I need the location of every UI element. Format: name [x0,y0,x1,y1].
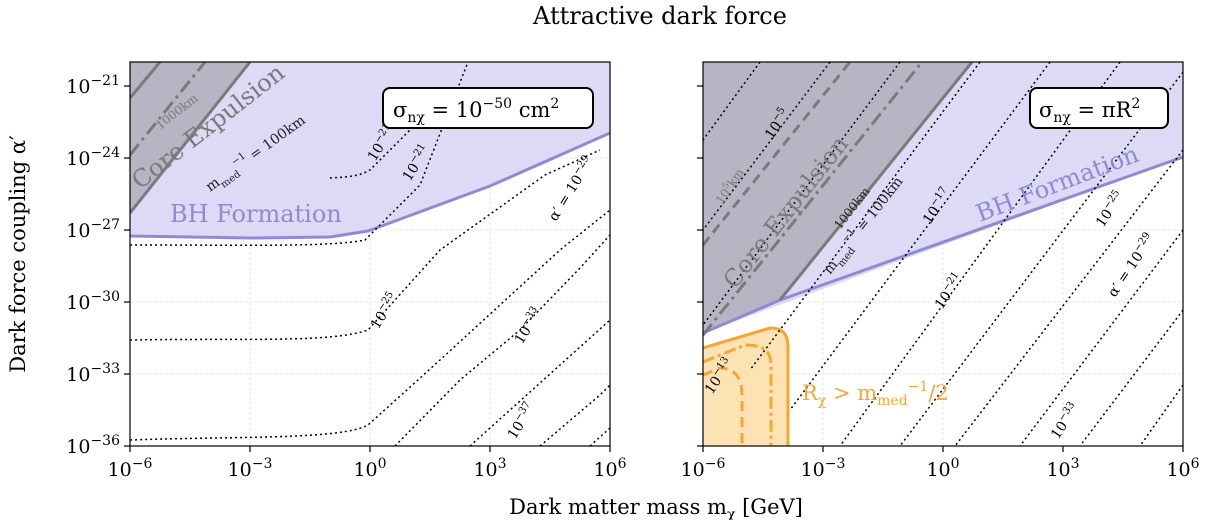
y-tick-label: 10−30 [66,289,120,314]
x-axis-label: Dark matter mass mχ [GeV] [509,495,803,520]
right-legend-box: σnχ = πR2 [1029,87,1169,129]
x-tick-label: 100 [353,456,386,481]
right-contour-6 [839,62,1121,446]
right-orange-line-solid [703,326,790,446]
left-contour-label-5: 10−33 [510,305,546,348]
x-tick-label: 100 [926,456,959,481]
y-tick-label: 10−24 [66,145,120,170]
right-contour-9 [1019,229,1183,446]
right-core-line-1000km [703,62,924,336]
right-contour-7 [899,71,1183,446]
right-contour-label-5: α′ = 10−29 [1103,230,1158,300]
right-orange-line-dashed [703,366,744,446]
left-contour-label-4: 10−25 [366,290,402,333]
right-contour-label-6: 10−33 [1046,400,1083,442]
left-contour-label-3: α′ = 10−29 [544,153,598,224]
x-tick-label: 103 [473,456,506,481]
right-contours [703,62,1183,446]
x-tick-label: 10−3 [228,456,273,481]
left-ticks: 10−6 10−3 100 103 106 10−36 10−33 10−30 10−27 10−… [66,73,626,481]
left-contour-label-6: 10−37 [503,400,539,443]
right-contour-2 [703,62,831,231]
x-tick-label: 10−6 [681,456,726,481]
right-panel: 10−5 10−17 10−25 10−21 α′ = 10−29 10−33 … [681,61,1200,481]
y-tick-label: 10−27 [66,217,120,242]
right-contour-4 [749,62,981,371]
left-bh-line [130,131,610,240]
right-core-line-1e5km [703,62,852,246]
x-tick-label: 106 [593,456,626,481]
left-bh-label: BH Formation [170,200,342,228]
right-orange-region [703,328,788,446]
right-ticks: 10−6 10−3 100 103 106 [681,85,1200,481]
y-tick-label: 10−36 [66,433,120,458]
left-core-line-upper [130,62,162,99]
x-tick-label: 103 [1046,456,1079,481]
left-core-line-1000km [130,62,207,156]
left-contour-6 [469,319,610,446]
right-contour-label-3: 10−25 [1091,188,1128,230]
y-tick-label: 10−33 [66,361,120,386]
y-axis-label: Dark force coupling α′ [6,135,30,373]
left-contour-8 [589,427,610,446]
right-core-region [703,62,972,333]
figure-title: Attractive dark force [532,2,787,30]
right-contour-10 [1079,309,1183,446]
left-contour-5 [394,234,610,446]
x-tick-label: 106 [1166,456,1199,481]
left-contour-7 [539,384,610,446]
x-tick-label: 10−3 [801,456,846,481]
left-core-line-100km [130,62,252,214]
x-tick-label: 10−6 [108,456,153,481]
left-panel: 10−21 10−21 α′ = 10−29 10−25 10−33 10−37… [66,61,627,481]
left-contour-4 [130,209,610,441]
y-tick-label: 10−21 [66,73,120,98]
left-contour-1 [329,129,411,179]
right-contour-11 [1139,384,1183,446]
left-contour-3 [130,149,601,341]
right-contour-8 [954,149,1183,446]
right-core-line-100km [778,62,974,301]
right-contour-1 [703,62,761,141]
right-orange-label: Rχ > mmed−1/2 [802,379,949,409]
left-contours [130,62,610,446]
left-legend-box: σnχ = 10−50 cm2 [382,87,594,129]
right-contour-label-4: 10−21 [930,270,967,312]
